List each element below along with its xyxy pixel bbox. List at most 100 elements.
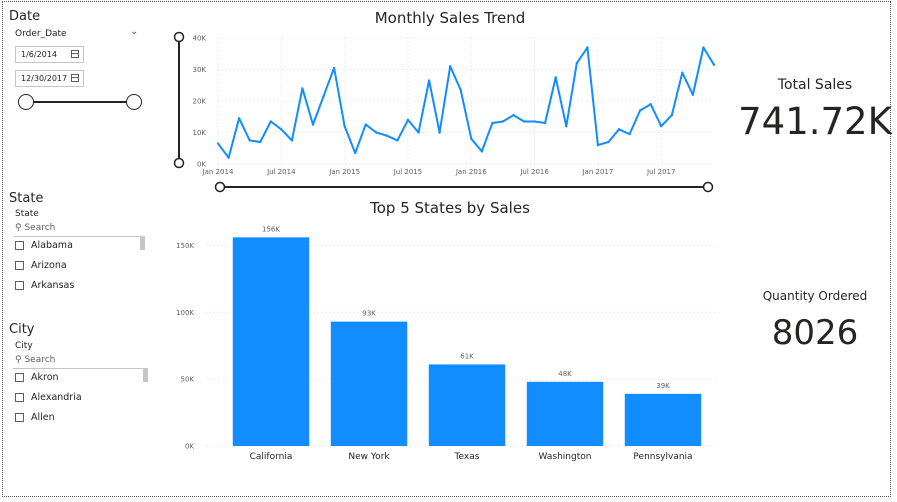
- data-point: [385, 134, 389, 137]
- search-icon: ⚲: [15, 223, 22, 233]
- data-point: [248, 139, 251, 142]
- data-point: [596, 143, 600, 147]
- data-label: 61K: [460, 352, 474, 360]
- city-item[interactable]: Alexandria: [15, 392, 82, 403]
- data-point: [459, 88, 462, 92]
- data-label: 156K: [262, 225, 280, 233]
- date-slider-end-handle[interactable]: [126, 94, 142, 110]
- y-tick-label: 20K: [193, 98, 207, 106]
- x-tick-label: Jul 2016: [519, 168, 549, 176]
- checkbox[interactable]: [15, 373, 24, 382]
- data-point: [259, 140, 262, 144]
- calendar-icon[interactable]: [71, 74, 79, 82]
- state-item-label: Arkansas: [31, 280, 75, 291]
- checkbox[interactable]: [15, 261, 24, 270]
- data-point: [712, 63, 716, 66]
- checkbox[interactable]: [15, 393, 24, 402]
- bar: [526, 381, 604, 446]
- data-point: [375, 131, 378, 134]
- y-tick-label: 100K: [176, 309, 194, 317]
- chevron-down-icon[interactable]: ⌄: [130, 26, 139, 37]
- data-point: [491, 121, 494, 125]
- x-tick-label: Jan 2017: [581, 168, 613, 176]
- data-point: [501, 120, 505, 123]
- data-point: [332, 66, 336, 70]
- state-item[interactable]: Alabama: [15, 240, 73, 251]
- data-point: [438, 131, 441, 134]
- data-point: [649, 102, 652, 106]
- date-field-label: Order_Date: [15, 29, 67, 39]
- data-point: [290, 139, 294, 142]
- calendar-icon[interactable]: [71, 50, 79, 58]
- data-point: [216, 142, 220, 145]
- line-chart-title: Monthly Sales Trend: [374, 9, 526, 27]
- bar: [232, 237, 310, 446]
- y-tick-label: 150K: [176, 242, 194, 250]
- date-slicer-title: Date: [9, 9, 41, 24]
- bar: [428, 364, 506, 446]
- data-point: [522, 120, 526, 123]
- data-point: [586, 46, 589, 49]
- category-label: Pennsylvania: [633, 452, 692, 462]
- data-point: [280, 128, 283, 131]
- y-tick-label: 10K: [193, 129, 207, 137]
- data-point: [237, 117, 241, 120]
- state-item[interactable]: Arizona: [15, 260, 67, 271]
- state-item[interactable]: Arkansas: [15, 280, 74, 291]
- y-slider-top-handle: [173, 31, 185, 43]
- total-sales-value: 741.72K: [738, 100, 892, 143]
- checkbox[interactable]: [15, 241, 24, 250]
- data-point: [269, 120, 272, 123]
- data-point: [512, 113, 515, 117]
- start-date-input[interactable]: 1/6/2014: [15, 46, 84, 63]
- city-search-placeholder: Search: [24, 355, 56, 365]
- data-point: [628, 132, 631, 136]
- sales-line-series: [217, 46, 715, 159]
- state-item-label: Arizona: [31, 260, 67, 271]
- y-tick-label: 40K: [193, 35, 207, 43]
- x-tick-label: Jan 2015: [328, 168, 360, 176]
- city-scrollbar[interactable]: [143, 368, 148, 382]
- state-scrollbar[interactable]: [140, 236, 145, 250]
- end-date-value: 12/30/2017: [21, 74, 68, 83]
- report-canvas: [2, 1, 891, 497]
- bar: [330, 321, 408, 446]
- city-item-label: Allen: [31, 412, 55, 423]
- data-point: [301, 87, 304, 90]
- data-point: [448, 65, 452, 68]
- state-field-label: State: [15, 209, 39, 219]
- date-slider-start-handle[interactable]: [18, 94, 34, 110]
- category-label: California: [250, 452, 293, 462]
- data-point: [227, 156, 230, 159]
- date-range-slider[interactable]: [26, 101, 134, 103]
- data-point: [311, 123, 315, 126]
- checkbox[interactable]: [15, 413, 24, 422]
- data-point: [322, 95, 325, 98]
- city-item-label: Alexandria: [31, 392, 82, 403]
- checkbox[interactable]: [15, 281, 24, 290]
- city-item[interactable]: Akron: [15, 372, 59, 383]
- data-point: [343, 125, 346, 128]
- city-search-input[interactable]: ⚲ Search: [15, 355, 55, 365]
- data-point: [670, 113, 673, 117]
- city-item-label: Akron: [31, 372, 59, 383]
- data-point: [533, 120, 536, 123]
- data-point: [353, 151, 357, 155]
- data-point: [617, 128, 621, 131]
- city-item[interactable]: Allen: [15, 412, 55, 423]
- city-slicer-title: City: [9, 322, 35, 337]
- x-tick-label: Jan 2016: [455, 168, 487, 176]
- data-label: 48K: [558, 370, 572, 378]
- x-tick-label: Jul 2015: [393, 168, 423, 176]
- y-tick-label: 50K: [181, 376, 195, 384]
- state-search-input[interactable]: ⚲ Search: [15, 223, 55, 233]
- data-point: [565, 125, 568, 128]
- data-point: [427, 79, 431, 82]
- data-point: [396, 139, 399, 142]
- bar-chart-title: Top 5 States by Sales: [370, 199, 530, 217]
- bar: [624, 393, 702, 446]
- data-label: 39K: [656, 382, 670, 390]
- x-tick-label: Jul 2014: [266, 168, 296, 176]
- end-date-input[interactable]: 12/30/2017: [15, 70, 84, 87]
- data-point: [554, 76, 557, 79]
